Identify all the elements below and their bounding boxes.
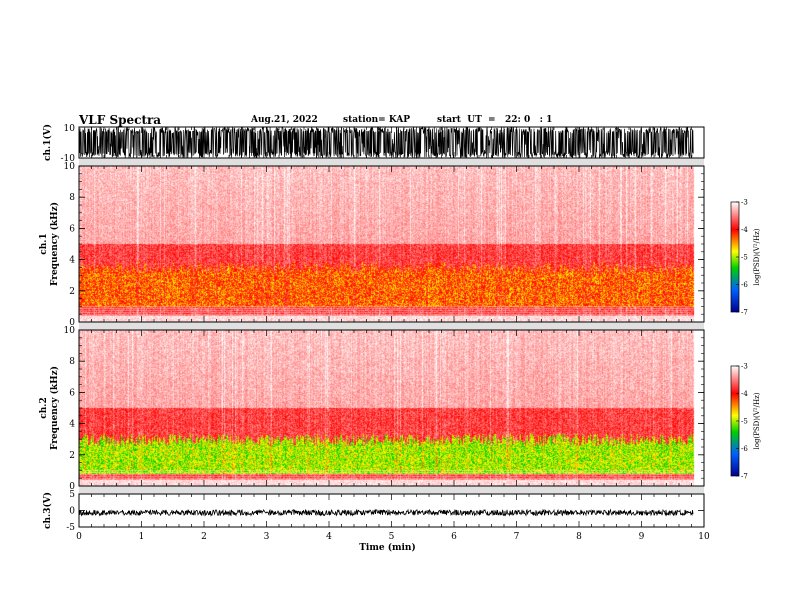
y-tick-label: 10 (64, 162, 76, 172)
x-tick-label: 6 (451, 532, 457, 542)
x-tick-label: 2 (201, 532, 207, 542)
y-tick-label: 6 (69, 224, 75, 234)
header-date: Aug.21, 2022 (251, 115, 318, 125)
x-tick-label: 9 (639, 532, 645, 542)
y-tick-label: 2 (69, 451, 75, 461)
colorbar-tick-label: -5 (741, 254, 748, 262)
ch3-voltage-label: ch.3(V) (42, 492, 53, 529)
colorbar-label: log(PSD)(V²/Hz) (753, 228, 761, 285)
x-tick-label: 4 (326, 532, 332, 542)
ch2-label: ch.2 (39, 397, 49, 418)
header-station: station= KAP (343, 115, 411, 125)
colorbar-tick-label: -6 (741, 445, 748, 453)
colorbar-tick-label: -4 (741, 226, 748, 234)
x-tick-label: 10 (698, 532, 710, 542)
y-tick-label: 6 (69, 388, 75, 398)
y-tick-label: -5 (66, 523, 75, 533)
y-tick-label: 10 (64, 124, 76, 134)
colorbar-tick-label: -6 (741, 281, 748, 289)
y-tick-label: 0 (69, 507, 75, 517)
y-tick-label: 8 (69, 357, 75, 367)
ch2-frequency-label: Frequency (kHz) (49, 366, 60, 450)
panel-gap (79, 322, 704, 330)
y-tick-label: 0 (69, 482, 75, 492)
x-tick-label: 8 (576, 532, 582, 542)
waveform-ch3-trace (78, 508, 694, 517)
ch1-frequency-label: Frequency (kHz) (49, 202, 60, 286)
figure-title: VLF Spectra (79, 113, 162, 127)
y-tick-label: 4 (69, 420, 75, 430)
spectrogram-ch1-image (79, 166, 704, 322)
colorbar-tick-label: -5 (741, 418, 748, 426)
spectrogram-ch2-image (79, 330, 704, 486)
panel-gap (79, 158, 704, 166)
waveform-ch1-trace (78, 126, 694, 159)
y-tick-label: 10 (64, 326, 76, 336)
y-tick-label: 4 (69, 256, 75, 266)
header-start-time: start UT = 22: 0 : 1 (437, 115, 553, 125)
y-tick-label: 8 (69, 193, 75, 203)
panel-gap (79, 486, 704, 494)
x-tick-label: 5 (389, 532, 395, 542)
ch1-label: ch.1 (39, 233, 49, 254)
colorbar-tick-label: -3 (741, 199, 748, 207)
x-tick-label: 3 (264, 532, 270, 542)
y-tick-label: 5 (69, 490, 75, 500)
colorbar-label: log(PSD)(V²/Hz) (753, 392, 761, 449)
y-tick-label: 0 (69, 318, 75, 328)
y-tick-label: -10 (61, 154, 76, 164)
x-axis-label: Time (min) (359, 542, 416, 553)
x-tick-label: 0 (76, 532, 82, 542)
colorbar-tick-label: -7 (741, 309, 748, 317)
colorbar-tick-label: -7 (741, 473, 748, 481)
y-tick-label: 2 (69, 287, 75, 297)
x-tick-label: 1 (139, 532, 145, 542)
colorbar-tick-label: -4 (741, 390, 748, 398)
x-tick-label: 7 (514, 532, 520, 542)
ch1-voltage-label: ch.1(V) (42, 124, 53, 161)
colorbar-tick-label: -3 (741, 363, 748, 371)
